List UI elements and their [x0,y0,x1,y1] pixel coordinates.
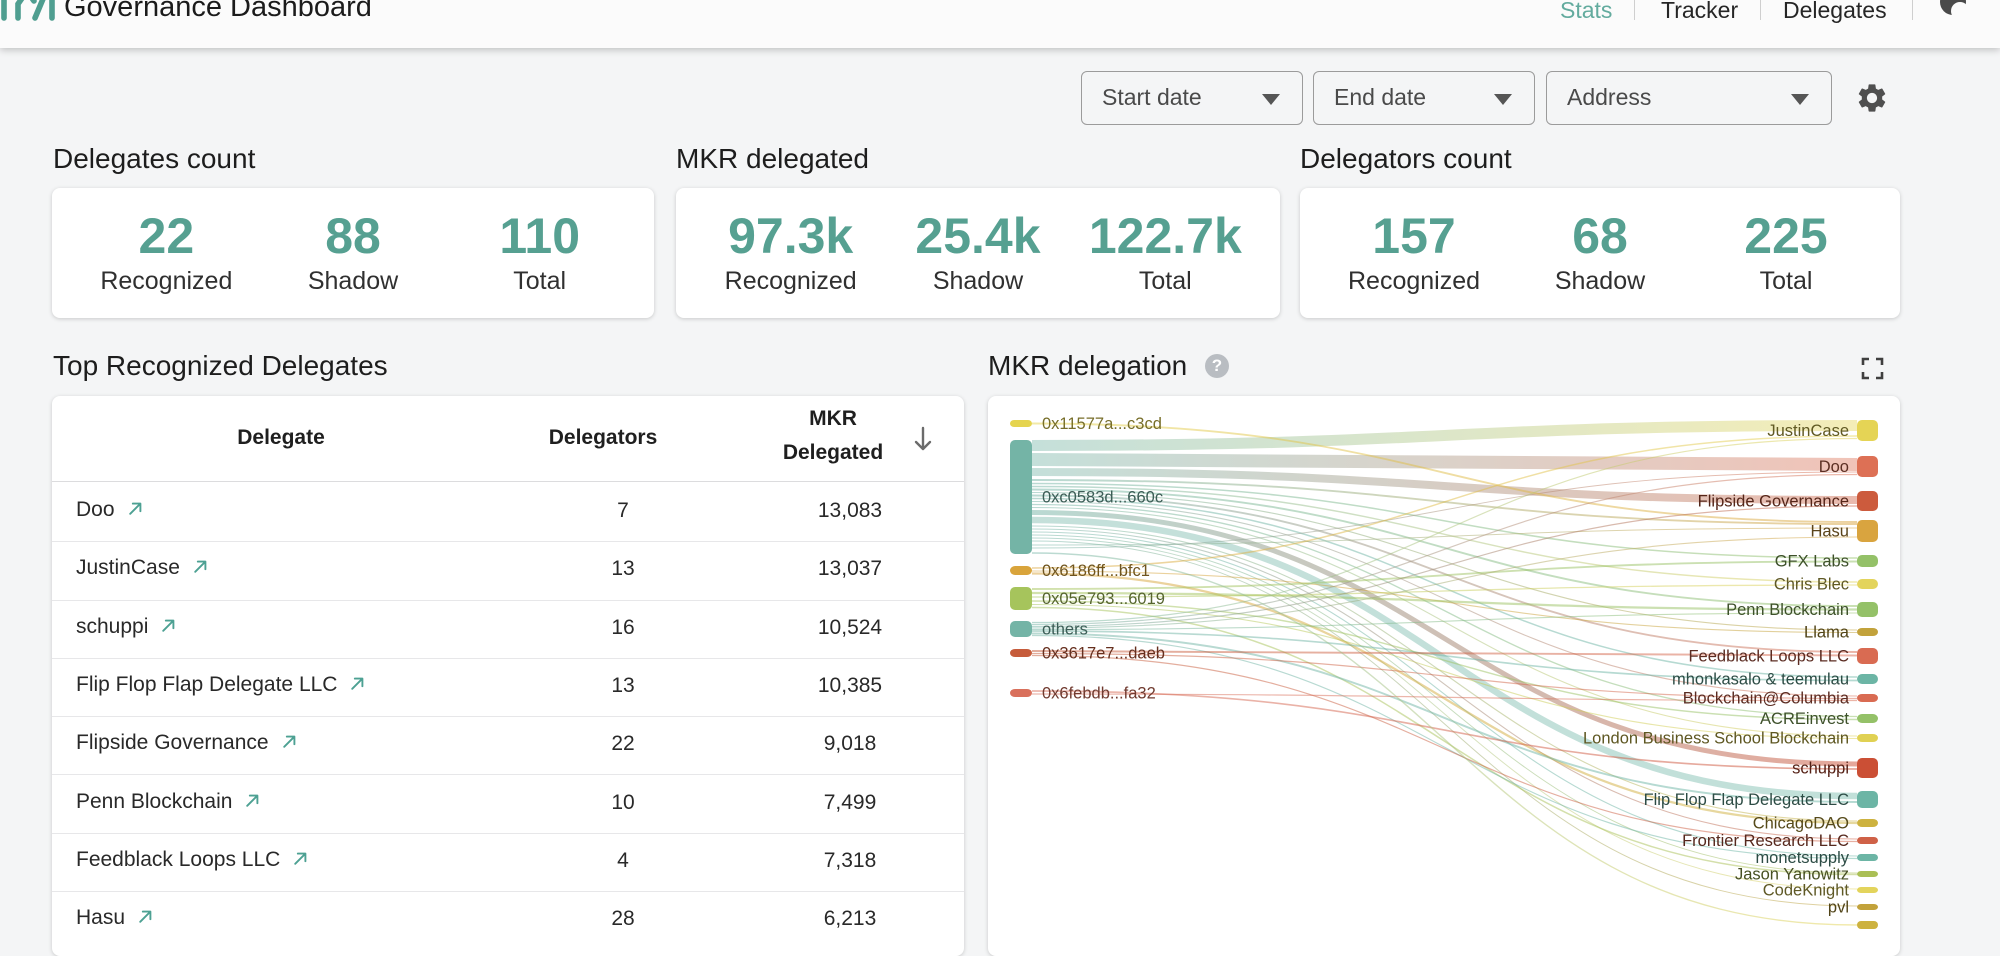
svg-text:ACREinvest: ACREinvest [1760,710,1849,728]
svg-text:Hasu: Hasu [1810,523,1849,541]
svg-text:Jason Yanowitz: Jason Yanowitz [1735,866,1849,884]
svg-text:ChicagoDAO: ChicagoDAO [1753,815,1849,833]
svg-text:0x11577a...c3cd: 0x11577a...c3cd [1042,415,1162,433]
svg-text:Frontier Research LLC: Frontier Research LLC [1682,832,1849,850]
svg-text:0x6186ff...bfc1: 0x6186ff...bfc1 [1042,562,1150,580]
svg-text:Chris Blec: Chris Blec [1774,576,1849,594]
svg-text:schuppi: schuppi [1792,760,1849,778]
svg-text:Doo: Doo [1819,458,1849,476]
svg-text:CodeKnight: CodeKnight [1763,882,1850,900]
svg-text:London Business School Blockch: London Business School Blockchain [1583,730,1849,748]
svg-text:JustinCase: JustinCase [1767,422,1849,440]
svg-text:Flipside Governance: Flipside Governance [1698,493,1849,511]
svg-text:Blockchain@Columbia: Blockchain@Columbia [1683,690,1850,708]
svg-text:Flip Flop Flap Delegate LLC: Flip Flop Flap Delegate LLC [1644,791,1850,809]
svg-text:0x3617e7...daeb: 0x3617e7...daeb [1042,645,1165,663]
svg-text:mhonkasalo & teemulau: mhonkasalo & teemulau [1672,671,1849,689]
svg-text:Penn Blockchain: Penn Blockchain [1726,601,1849,619]
svg-text:others: others [1042,621,1088,639]
svg-text:Llama: Llama [1804,624,1850,642]
svg-text:0x6febdb...fa32: 0x6febdb...fa32 [1042,685,1156,703]
svg-text:pvl: pvl [1828,899,1849,917]
svg-text:0x05e793...6019: 0x05e793...6019 [1042,590,1165,608]
svg-text:GFX Labs: GFX Labs [1775,553,1849,571]
svg-text:0xc0583d...660c: 0xc0583d...660c [1042,489,1163,507]
svg-text:monetsupply: monetsupply [1755,849,1849,867]
svg-text:Feedblack Loops LLC: Feedblack Loops LLC [1688,648,1849,666]
